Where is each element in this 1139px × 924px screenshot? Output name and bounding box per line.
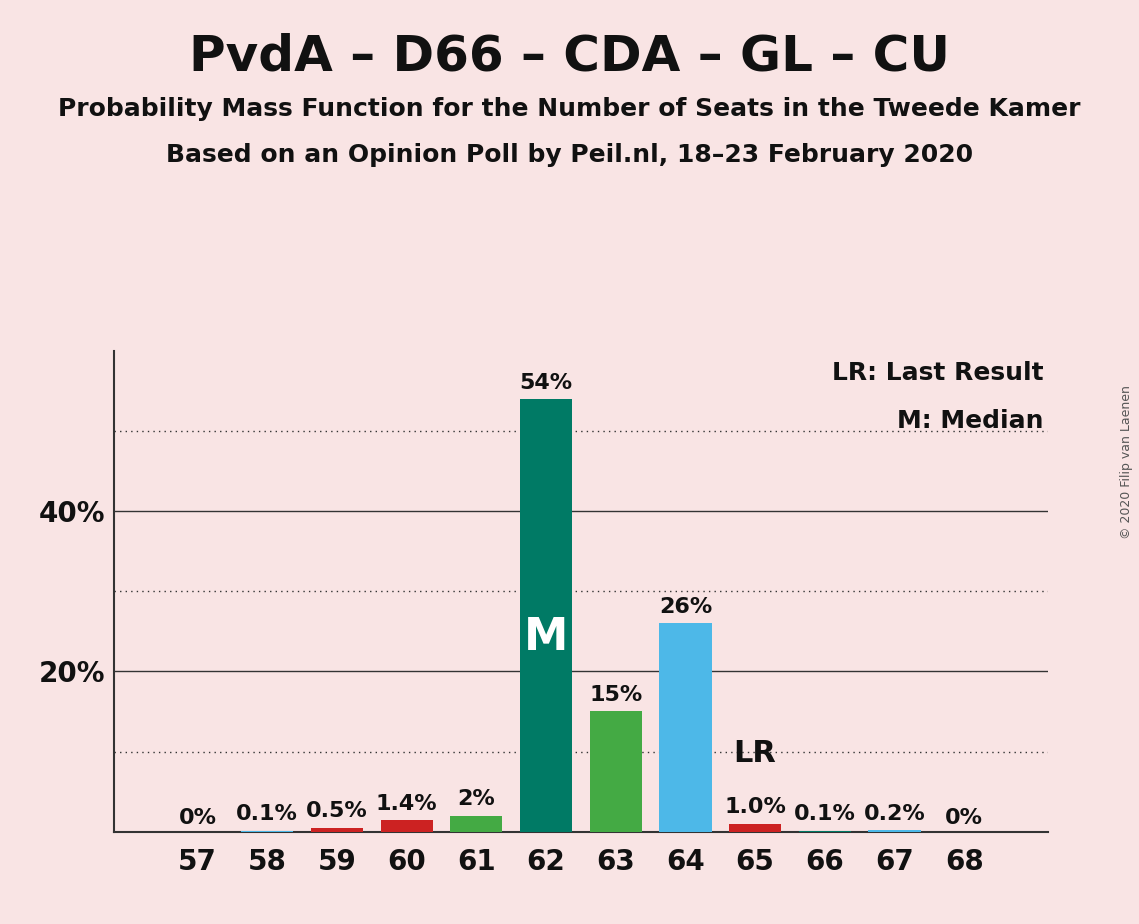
- Bar: [659, 624, 712, 832]
- Bar: [729, 823, 781, 832]
- Text: 2%: 2%: [458, 789, 495, 809]
- Text: M: Median: M: Median: [896, 408, 1043, 432]
- Text: LR: LR: [734, 738, 777, 768]
- Bar: [450, 816, 502, 832]
- Text: 1.4%: 1.4%: [376, 794, 437, 814]
- Text: 26%: 26%: [658, 597, 712, 617]
- Bar: [519, 399, 572, 832]
- Text: Probability Mass Function for the Number of Seats in the Tweede Kamer: Probability Mass Function for the Number…: [58, 97, 1081, 121]
- Text: 54%: 54%: [519, 372, 573, 393]
- Bar: [311, 828, 363, 832]
- Bar: [590, 711, 642, 832]
- Text: 0%: 0%: [179, 808, 216, 828]
- Bar: [380, 821, 433, 832]
- Text: M: M: [524, 615, 568, 659]
- Text: 1.0%: 1.0%: [724, 797, 786, 817]
- Text: 0.2%: 0.2%: [863, 804, 925, 823]
- Bar: [868, 830, 920, 832]
- Text: LR: Last Result: LR: Last Result: [831, 360, 1043, 384]
- Text: PvdA – D66 – CDA – GL – CU: PvdA – D66 – CDA – GL – CU: [189, 32, 950, 80]
- Text: 0.5%: 0.5%: [306, 801, 368, 821]
- Text: 0.1%: 0.1%: [236, 805, 298, 824]
- Text: © 2020 Filip van Laenen: © 2020 Filip van Laenen: [1121, 385, 1133, 539]
- Text: 0%: 0%: [945, 808, 983, 828]
- Text: 15%: 15%: [589, 685, 642, 705]
- Text: Based on an Opinion Poll by Peil.nl, 18–23 February 2020: Based on an Opinion Poll by Peil.nl, 18–…: [166, 143, 973, 167]
- Text: 0.1%: 0.1%: [794, 805, 855, 824]
